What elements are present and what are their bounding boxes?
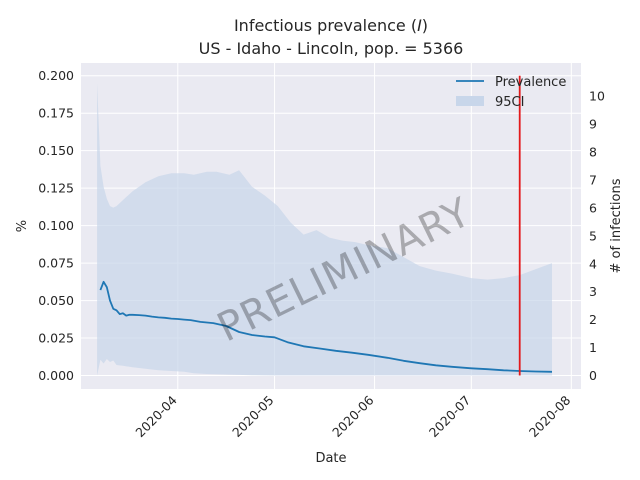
y2-tick-label: 2	[589, 312, 597, 327]
x-tick-label: 2020-08	[526, 392, 574, 440]
y-tick-label: 0.025	[38, 331, 74, 346]
y-tick-label: 0.200	[38, 68, 74, 83]
y-axis-label: %	[15, 220, 30, 232]
y2-tick-label: 3	[589, 284, 597, 299]
y-axis-ticks: 0.000 0.025 0.050 0.075 0.100 0.125 0.150 0.175…	[38, 68, 74, 383]
y2-tick-label: 5	[589, 228, 597, 243]
y-tick-label: 0.050	[38, 293, 74, 308]
x-tick-label: 2020-05	[229, 393, 277, 441]
legend: Prevalence 95CI	[456, 75, 566, 110]
legend-ci-swatch	[456, 96, 484, 106]
chart-title: Infectious prevalence (I)	[234, 16, 428, 35]
x-tick-label: 2020-04	[132, 392, 180, 440]
chart-subtitle: US - Idaho - Lincoln, pop. = 5366	[199, 39, 464, 58]
x-tick-label: 2020-07	[426, 393, 474, 441]
prevalence-line	[99, 280, 553, 373]
y-tick-label: 0.150	[38, 143, 74, 158]
x-axis-label: Date	[315, 451, 346, 466]
x-tick-label: 2020-06	[329, 392, 377, 440]
y2-tick-label: 7	[589, 172, 597, 187]
y2-tick-label: 9	[589, 117, 597, 132]
y-tick-label: 0.000	[38, 368, 74, 383]
ci-band	[97, 83, 552, 376]
y2-tick-label: 10	[589, 89, 605, 104]
x-axis-ticks: 2020-04 2020-05 2020-06 2020-07 2020-08	[132, 392, 573, 440]
legend-prevalence-label: Prevalence	[495, 75, 566, 90]
y-tick-label: 0.175	[38, 106, 74, 121]
y2-tick-label: 0	[589, 368, 597, 383]
plot-area: PRELIMINARY	[81, 63, 581, 389]
y2-axis-label: # of infections	[609, 178, 624, 273]
y-tick-label: 0.125	[38, 181, 74, 196]
y2-tick-label: 6	[589, 200, 597, 215]
legend-ci-label: 95CI	[495, 95, 524, 110]
y2-tick-label: 8	[589, 145, 597, 160]
y2-tick-label: 1	[589, 340, 597, 355]
y-tick-label: 0.100	[38, 218, 74, 233]
y2-tick-label: 4	[589, 256, 597, 271]
y-tick-label: 0.075	[38, 256, 74, 271]
y2-axis-ticks: 0 1 2 3 4 5 6 7 8 9 10	[589, 89, 605, 383]
